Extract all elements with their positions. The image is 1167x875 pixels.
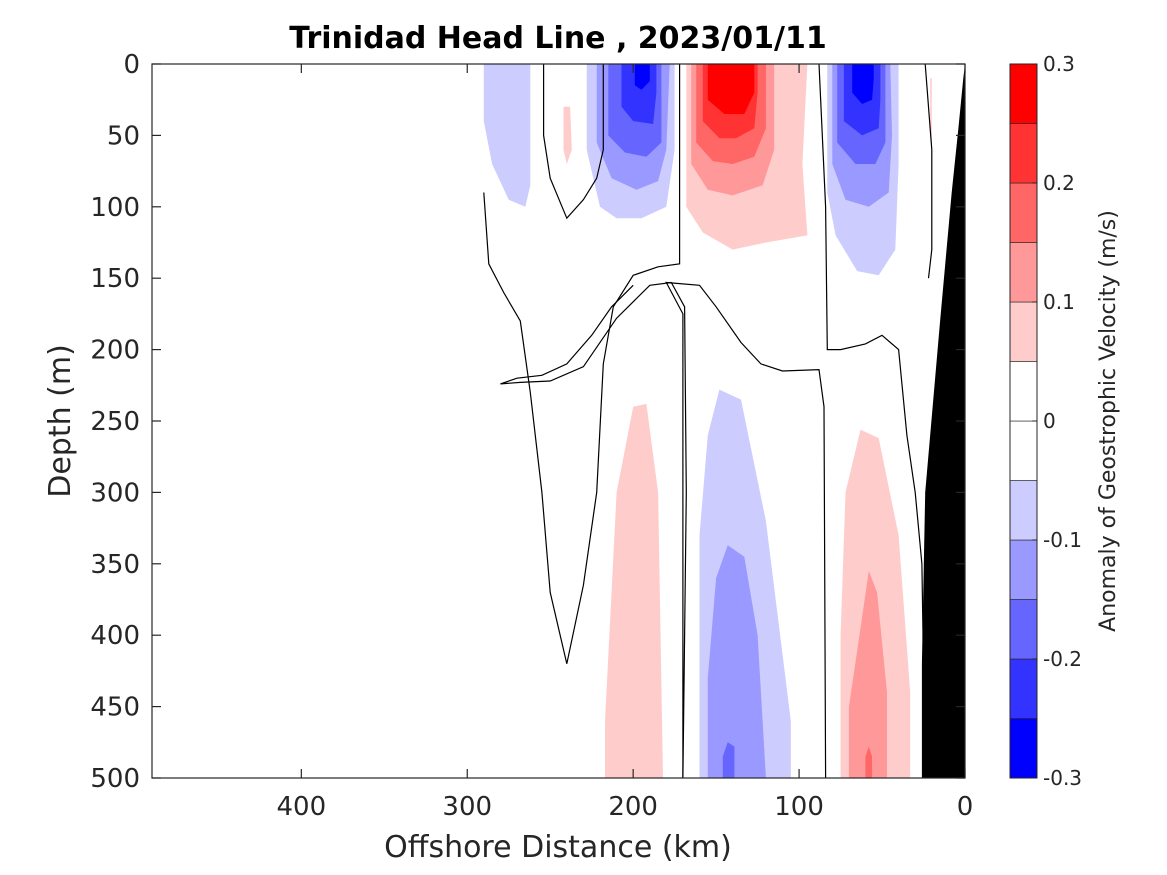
contour-shelf-spot [924, 63, 933, 279]
colorbar-tick-label: 0.2 [1043, 171, 1075, 195]
colorbar-band [1009, 182, 1038, 243]
colorbar: -0.3 -0.2 -0.1 0 0.1 0.2 0.3 Anomaly of Geostr… [1009, 52, 1121, 790]
y-tick-label: 500 [90, 764, 140, 794]
x-tick-label: 100 [774, 792, 824, 822]
colorbar-band [1009, 480, 1038, 541]
x-tick-label: 400 [277, 792, 327, 822]
y-tick-label: 350 [90, 550, 140, 580]
colorbar-ticks: -0.3 -0.2 -0.1 0 0.1 0.2 0.3 [1032, 52, 1082, 790]
contour-surface-2 [818, 63, 926, 779]
contour-mid-loop [500, 281, 687, 779]
colorbar-bands [1009, 63, 1038, 779]
x-axis-ticks: 400 300 200 100 0 [277, 64, 974, 822]
x-tick-label: 0 [957, 792, 974, 822]
plot-area: 400 300 200 100 0 0 50 100 150 200 250 300 350 400 45… [90, 50, 973, 822]
colorbar-band [1009, 420, 1038, 481]
colorbar-tick-label: -0.1 [1043, 528, 1082, 552]
fill-v-140-deep-2 [707, 545, 766, 778]
y-tick-label: 0 [123, 50, 140, 80]
fill-v-60-deep-3 [865, 746, 873, 778]
y-tick-label: 300 [90, 478, 140, 508]
colorbar-band [1009, 599, 1038, 660]
contour-surface-1 [542, 64, 604, 220]
fill-v-60-deep-2 [848, 570, 887, 778]
y-axis-ticks: 0 50 100 150 200 250 300 350 400 450 500 [90, 50, 965, 794]
y-tick-label: 150 [90, 264, 140, 294]
velocity-fills [483, 64, 932, 778]
colorbar-band [1009, 63, 1038, 124]
fill-v-200-deep-1 [605, 403, 663, 778]
y-axis-label: Depth (m) [43, 344, 78, 498]
y-tick-label: 50 [107, 121, 140, 151]
colorbar-band [1009, 123, 1038, 184]
colorbar-band [1009, 301, 1038, 362]
chart-title: Trinidad Head Line , 2023/01/11 [289, 21, 826, 56]
x-tick-label: 300 [442, 792, 492, 822]
contour-middle [665, 281, 827, 779]
colorbar-band [1009, 539, 1038, 600]
colorbar-tick-label: -0.2 [1043, 647, 1082, 671]
bathymetry-mask [921, 64, 965, 778]
colorbar-band [1009, 361, 1038, 422]
contour-offshore-loop [483, 64, 681, 664]
colorbar-tick-label: 0 [1043, 409, 1056, 433]
y-tick-label: 200 [90, 336, 140, 366]
bathymetry [921, 64, 965, 778]
fill-v-195-surface-5 [634, 64, 650, 90]
fill-v-140-deep-3 [722, 742, 735, 778]
y-tick-label: 250 [90, 407, 140, 437]
y-tick-label: 450 [90, 693, 140, 723]
x-tick-label: 200 [608, 792, 658, 822]
fill-v-60-surface-5 [852, 64, 874, 104]
y-tick-label: 400 [90, 621, 140, 651]
colorbar-band [1009, 658, 1038, 719]
zero-contours [483, 63, 933, 779]
x-axis-label: Offshore Distance (km) [384, 830, 732, 865]
y-tick-label: 100 [90, 193, 140, 223]
fill-v-280-surface [483, 64, 531, 207]
fill-v-240-surface-spot [563, 106, 572, 164]
fill-v-140-surface-5 [707, 64, 755, 114]
colorbar-tick-label: 0.3 [1043, 52, 1075, 76]
colorbar-band [1009, 718, 1038, 779]
colorbar-label: Anomaly of Geostrophic Velocity (m/s) [1096, 210, 1121, 632]
colorbar-tick-label: 0.1 [1043, 290, 1075, 314]
colorbar-band [1009, 242, 1038, 303]
colorbar-tick-label: -0.3 [1043, 766, 1082, 790]
